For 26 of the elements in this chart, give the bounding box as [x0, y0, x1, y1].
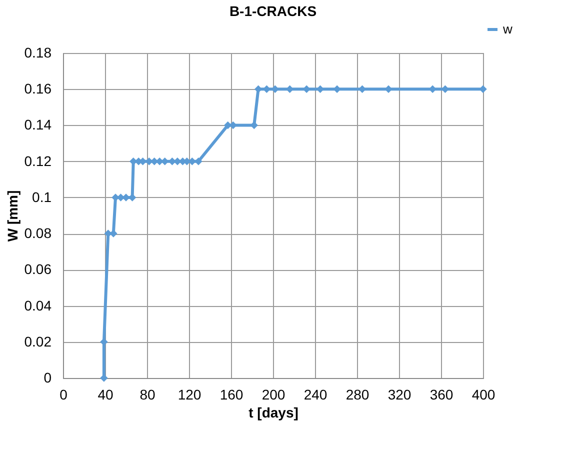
y-tick-label: 0.14	[24, 116, 52, 133]
y-tick-label: 0	[44, 370, 52, 386]
y-tick-label: 0.02	[24, 333, 52, 350]
x-tick-label: 40	[98, 386, 114, 402]
chart-title: B-1-CRACKS	[229, 3, 317, 19]
y-axis-title: W [mm]	[4, 190, 20, 242]
point	[194, 157, 202, 166]
y-tick-label: 0.16	[24, 80, 52, 97]
x-tick-label: 280	[346, 386, 370, 402]
x-tick-label: 200	[262, 386, 286, 402]
x-axis-title: t [days]	[248, 404, 298, 420]
y-tick-label: 0.12	[24, 152, 52, 169]
x-tick-label: 120	[178, 386, 202, 402]
y-tick-label: 0.1	[32, 188, 52, 205]
x-tick-label: 0	[60, 386, 68, 402]
y-tick-label: 0.08	[24, 225, 52, 242]
y-tick-label: 0.06	[24, 261, 52, 278]
x-tick-label: 240	[304, 386, 328, 402]
x-tick-label: 80	[140, 386, 156, 402]
legend-label: w	[502, 22, 513, 36]
x-tick-label: 320	[388, 386, 412, 402]
y-tick-label: 0.04	[24, 297, 52, 314]
x-tick-label: 400	[472, 386, 496, 402]
y-tick-label: 0.18	[24, 44, 52, 60]
x-tick-label: 360	[430, 386, 454, 402]
x-tick-label: 160	[220, 386, 244, 402]
